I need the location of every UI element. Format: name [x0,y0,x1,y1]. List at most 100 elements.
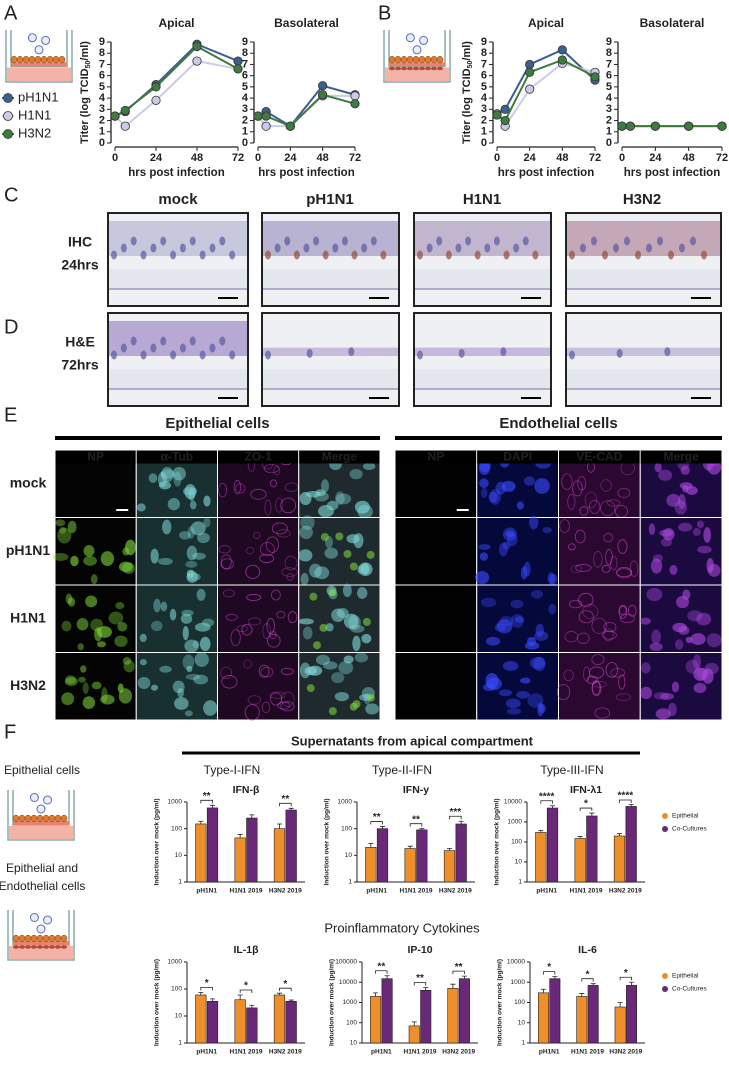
signal [506,708,522,715]
epithelial-cell [18,934,26,943]
nucleus [351,250,358,260]
nucleus [701,250,707,260]
signal [100,551,115,566]
signal [190,521,206,536]
signal [199,636,211,652]
legend-marker [3,129,13,139]
signal [589,666,605,679]
y-tick-label: 7 [242,58,248,70]
signal [186,545,198,561]
x-tick-label: 48 [317,152,329,164]
row-label: 72hrs [61,357,99,373]
endothelial-cell [437,66,443,71]
error-bar [419,828,425,830]
channel-label: NP [87,450,104,464]
bar [443,850,456,883]
significance-bracket [619,976,632,981]
signal [335,493,352,505]
data-point [557,45,567,55]
signal [361,563,370,575]
signal [167,498,181,511]
epithelial-cell [424,55,432,64]
signal [646,587,663,602]
fluorescence-image [217,517,300,586]
epithelial-cell [30,814,38,823]
histology-image [107,212,249,307]
signal [520,566,528,580]
signal [197,532,210,544]
signal [158,481,172,490]
nucleus [657,236,663,246]
signal [265,536,279,553]
epithelial-cell [16,55,24,64]
x-tick-label: pH1N1 [536,888,557,895]
signal [674,639,684,650]
histology-image [413,312,552,407]
error-bar [368,843,374,848]
signal [247,695,261,705]
data-point [253,111,263,121]
signal [218,483,228,498]
nucleus [313,236,320,246]
significance-label: ** [416,973,424,984]
signal [245,564,261,579]
y-label-subscript: 50 [85,60,92,68]
nucleus [668,250,674,260]
signal [114,635,128,647]
y-tick-label: 2 [242,114,248,126]
nucleus [160,236,167,246]
significance-bracket [200,799,213,804]
signal [182,654,195,670]
data-point [590,72,600,82]
label-strip [640,450,722,464]
signal [685,659,700,674]
image-background [558,517,641,586]
fluorescence-image [476,584,559,653]
nucleus [303,243,310,253]
nucleus [500,347,507,357]
legend-marker [662,973,668,979]
epithelial-cell [52,55,60,64]
signal [615,693,632,701]
y-tick-label: 100 [171,986,182,993]
fluorescence-image [298,652,381,721]
signal [115,602,125,610]
membrane [109,369,247,389]
signal [593,551,603,568]
nucleus [265,350,271,360]
signal [346,534,360,544]
nucleus [602,250,608,260]
signal [496,619,513,634]
fluorescence-image [558,517,641,586]
image-background [413,312,552,407]
signal [76,618,89,631]
signal [505,698,521,709]
signal [702,668,714,684]
signal [267,633,281,648]
virus-icon [29,793,39,802]
y-tick-label: 1 [606,126,612,138]
chart-title: Basolateral [274,16,339,30]
endothelial-cell [419,66,425,71]
membrane [567,369,720,389]
signal [677,493,686,509]
significance-label: **** [618,791,634,802]
x-tick-label: 0 [494,152,500,164]
x-tick-label: 0 [112,152,118,164]
label-strip [559,450,640,464]
data-point [684,121,694,131]
signal [606,499,621,507]
signal [94,627,103,642]
signal [567,493,576,510]
signal [281,567,298,577]
significance-label: ** [377,961,385,972]
fluorescence-image [54,584,137,653]
signal [160,466,174,483]
signal [561,473,573,490]
fluorescence-image [298,449,381,519]
signal [172,680,185,694]
signal [485,636,501,646]
signal [315,489,326,496]
y-tick-label: 1 [348,879,352,886]
y-axis-label: Induction over mock (pg/ml) [154,959,161,1046]
